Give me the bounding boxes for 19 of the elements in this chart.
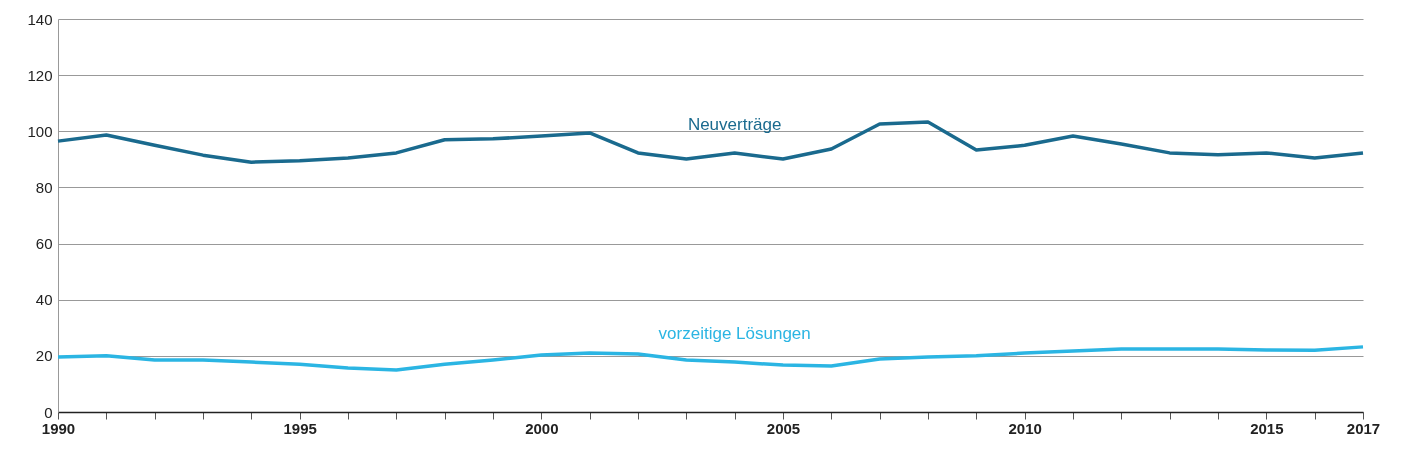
y-tick-label: 100 <box>27 122 53 140</box>
y-tick-label: 80 <box>35 178 53 196</box>
x-tick-label: 1990 <box>41 419 76 437</box>
y-tick-label: 40 <box>35 291 53 309</box>
y-tick-label: 20 <box>35 347 53 365</box>
line-series <box>56 120 1365 164</box>
x-tick-label: 2015 <box>1250 419 1284 437</box>
x-tick-label: 2000 <box>525 419 559 437</box>
x-tick-label: 1995 <box>283 419 317 437</box>
y-tick-label: 120 <box>27 66 53 84</box>
series-label: vorzeitige Lösungen <box>658 324 811 344</box>
y-tick-label: 60 <box>35 235 53 253</box>
x-tick-label: 2017 <box>1346 419 1381 437</box>
x-tick-label: 2005 <box>766 419 801 437</box>
series-label: Neuverträge <box>687 114 782 134</box>
line-series <box>56 345 1365 372</box>
x-tick-label: 2010 <box>1008 419 1042 437</box>
y-tick-label: 140 <box>27 10 53 28</box>
y-tick-label: 0 <box>44 403 53 421</box>
